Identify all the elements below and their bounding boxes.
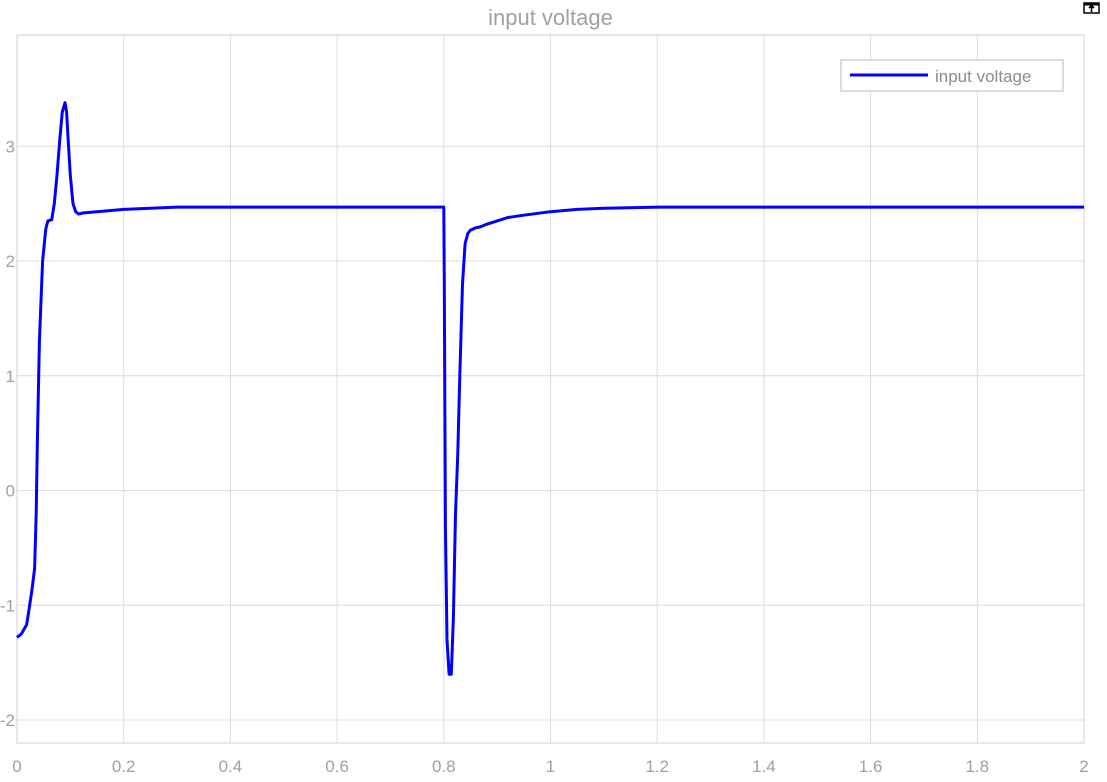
y-tick-label: 2 (6, 252, 15, 271)
undock-icon (1083, 2, 1100, 14)
x-tick-label: 0 (12, 757, 21, 776)
y-tick-label: 0 (6, 482, 15, 501)
x-tick-label: 1.6 (859, 757, 883, 776)
legend-label: input voltage (935, 67, 1031, 86)
undock-button[interactable] (1083, 0, 1101, 14)
x-tick-label: 1 (546, 757, 555, 776)
x-tick-label: 2 (1079, 757, 1088, 776)
x-tick-label: 0.4 (219, 757, 243, 776)
series-layer (16, 101, 1084, 676)
y-tick-label: -1 (0, 596, 15, 615)
x-axis: 0 0.2 0.4 0.6 0.8 1 1.2 1.4 1.6 1.8 2 (12, 757, 1088, 776)
plot-frame (16, 34, 1085, 744)
x-tick-label: 1.4 (752, 757, 776, 776)
y-tick-label: 1 (6, 367, 15, 386)
y-tick-label: 3 (6, 137, 15, 156)
x-tick-label: 0.8 (432, 757, 456, 776)
x-tick-label: 0.6 (325, 757, 349, 776)
legend[interactable]: input voltage (840, 59, 1064, 92)
x-tick-label: 0.2 (112, 757, 136, 776)
chart-title: input voltage (488, 5, 613, 30)
series-line-input-voltage (16, 101, 1084, 676)
y-axis: -2 -1 0 1 2 3 (0, 137, 15, 730)
y-tick-label: -2 (0, 711, 15, 730)
grid (16, 35, 1085, 743)
x-tick-label: 1.2 (645, 757, 669, 776)
x-tick-label: 1.8 (965, 757, 989, 776)
